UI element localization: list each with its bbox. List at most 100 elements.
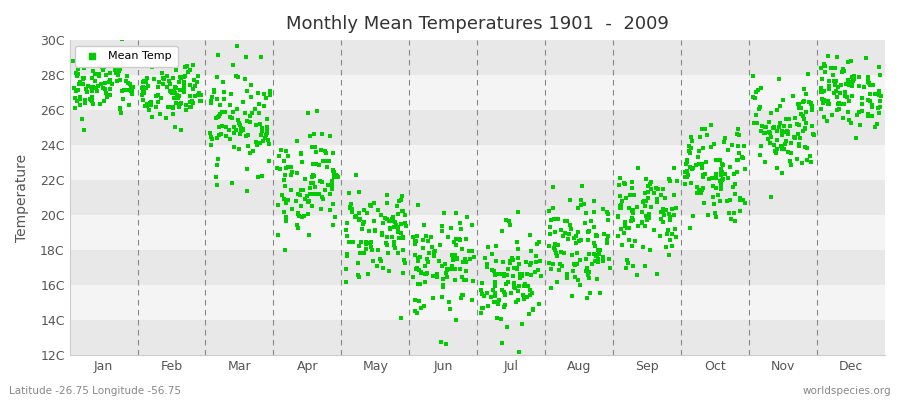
Point — [799, 91, 814, 97]
Point — [626, 217, 640, 224]
Point — [754, 85, 769, 92]
Point — [78, 60, 93, 66]
Point — [291, 210, 305, 216]
Point — [140, 100, 154, 107]
Point — [172, 104, 186, 110]
Point — [683, 164, 698, 170]
Point — [258, 95, 273, 101]
Point — [484, 294, 499, 300]
Point — [410, 233, 425, 240]
Point — [758, 124, 772, 130]
Point — [781, 149, 796, 155]
Point — [784, 150, 798, 157]
Point — [345, 206, 359, 212]
Point — [831, 84, 845, 90]
Point — [308, 184, 322, 190]
Point — [284, 172, 298, 178]
Point — [290, 222, 304, 228]
Point — [728, 181, 742, 187]
Point — [511, 349, 526, 356]
Point — [817, 61, 832, 68]
Point — [542, 260, 556, 266]
Point — [857, 83, 871, 90]
Point — [156, 53, 170, 59]
Point — [388, 245, 402, 251]
Point — [656, 206, 670, 212]
Point — [738, 165, 752, 172]
Point — [622, 225, 636, 232]
Point — [845, 92, 859, 99]
Point — [615, 241, 629, 248]
Point — [459, 236, 473, 242]
Point — [98, 60, 112, 66]
Point — [183, 93, 197, 99]
Point — [408, 237, 422, 244]
Point — [163, 88, 177, 94]
Point — [251, 110, 266, 116]
Point — [463, 255, 477, 262]
Point — [368, 228, 382, 234]
Point — [600, 233, 615, 239]
Point — [526, 306, 541, 312]
Point — [140, 75, 154, 82]
Point — [232, 120, 247, 126]
Point — [579, 268, 593, 274]
Point — [437, 210, 452, 216]
Point — [290, 170, 304, 177]
Point — [518, 259, 533, 266]
Point — [642, 211, 656, 218]
Point — [600, 209, 615, 216]
Point — [507, 265, 521, 272]
Point — [547, 247, 562, 254]
Point — [622, 237, 636, 244]
Point — [398, 212, 412, 218]
Point — [696, 145, 710, 151]
Text: worldspecies.org: worldspecies.org — [803, 386, 891, 396]
Point — [108, 67, 122, 74]
Point — [611, 233, 625, 240]
Point — [223, 136, 238, 142]
Point — [678, 181, 692, 187]
Point — [783, 158, 797, 164]
Point — [860, 76, 875, 83]
Point — [560, 270, 574, 277]
Point — [413, 281, 428, 287]
Point — [834, 82, 849, 88]
Point — [500, 272, 514, 278]
Point — [340, 253, 355, 259]
Point — [263, 88, 277, 94]
Point — [488, 293, 502, 300]
Point — [98, 86, 112, 92]
Point — [761, 136, 776, 142]
Point — [440, 266, 454, 273]
Point — [327, 169, 341, 175]
Point — [115, 88, 130, 94]
Point — [281, 197, 295, 203]
Point — [167, 124, 182, 130]
Point — [308, 191, 322, 198]
Point — [380, 200, 394, 206]
Point — [263, 92, 277, 98]
Point — [392, 197, 406, 204]
Point — [639, 176, 653, 182]
Point — [210, 181, 224, 188]
Point — [587, 198, 601, 204]
Point — [178, 72, 193, 79]
Point — [766, 124, 780, 131]
Point — [816, 100, 831, 106]
Point — [692, 147, 706, 154]
Point — [149, 93, 164, 100]
Point — [720, 147, 734, 153]
Point — [408, 252, 422, 258]
Point — [683, 225, 698, 231]
Point — [568, 262, 582, 268]
Point — [758, 130, 772, 136]
Point — [223, 102, 238, 108]
Point — [302, 133, 317, 140]
Point — [270, 202, 284, 208]
Point — [801, 71, 815, 77]
Point — [732, 150, 746, 156]
Point — [521, 283, 535, 289]
Point — [330, 172, 345, 179]
Point — [410, 310, 425, 316]
